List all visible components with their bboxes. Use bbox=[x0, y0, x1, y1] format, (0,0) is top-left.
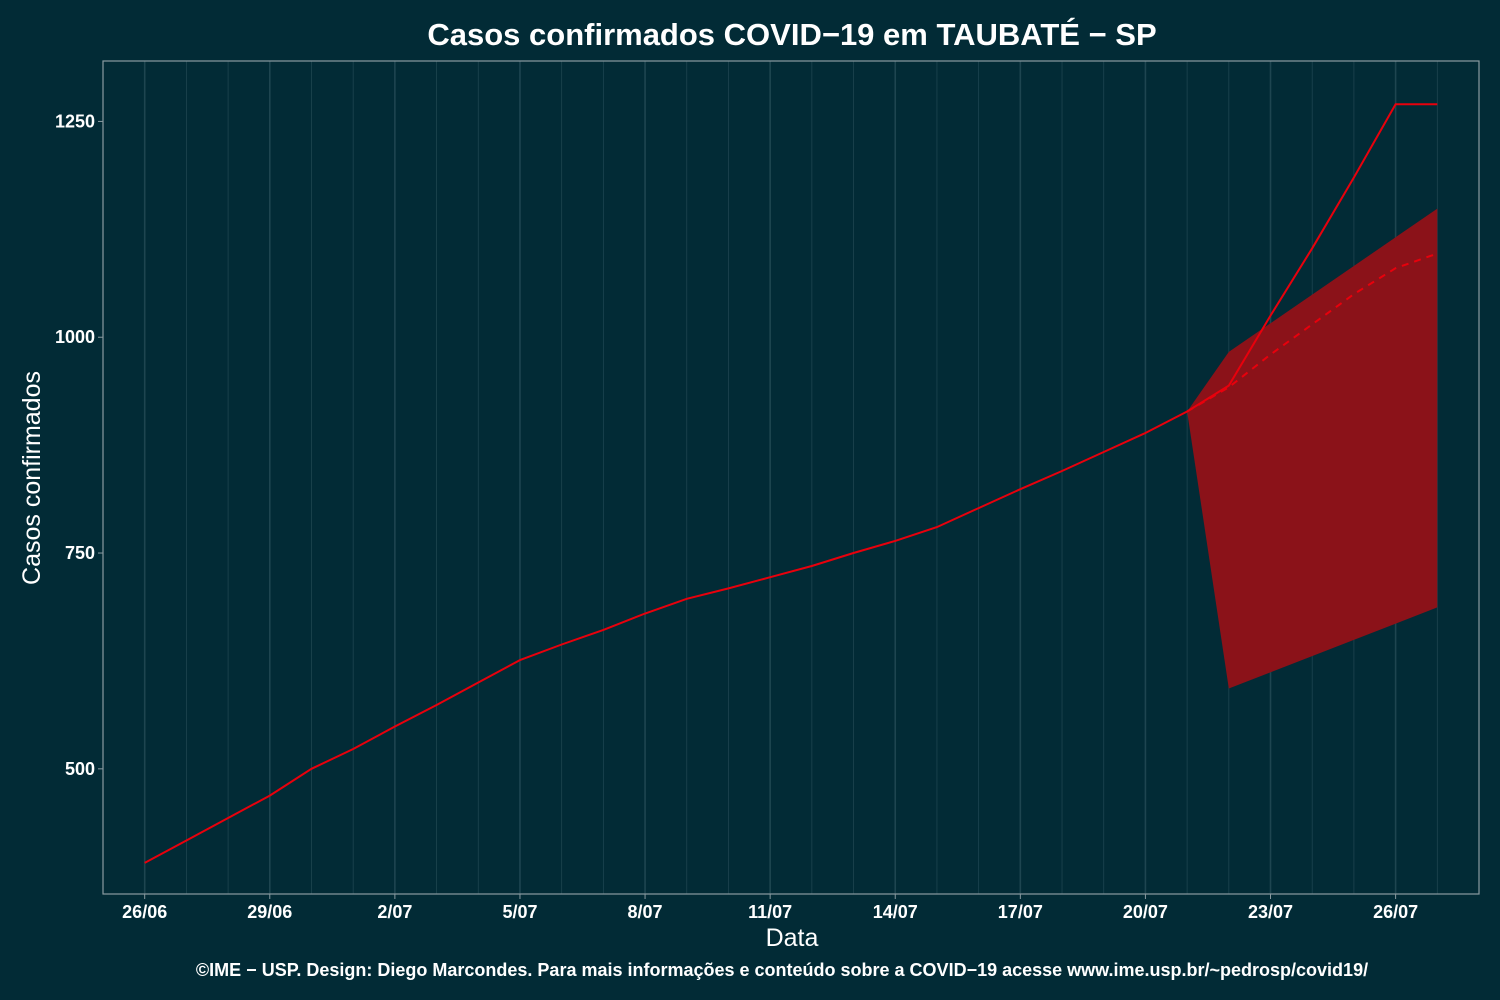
y-tick-label: 1250 bbox=[55, 111, 95, 131]
prediction-band-layer bbox=[1187, 208, 1438, 689]
x-tick-label: 20/07 bbox=[1123, 902, 1168, 922]
plot-frame bbox=[102, 60, 1480, 895]
prediction-band bbox=[1187, 208, 1438, 689]
series-line-solid bbox=[144, 103, 1438, 864]
series-layer bbox=[144, 103, 1438, 864]
x-tick-label: 8/07 bbox=[628, 902, 663, 922]
x-tick-label: 11/07 bbox=[748, 902, 792, 922]
y-tick-label: 750 bbox=[65, 543, 95, 563]
series-line-dashed bbox=[1186, 252, 1438, 413]
y-tick-label: 1000 bbox=[55, 327, 95, 347]
y-tick-label: 500 bbox=[65, 759, 95, 779]
x-axis-ticks: 26/06 29/06 2/07 5/07 8/07 11/07 14/07 17/07 20/… bbox=[122, 894, 1418, 922]
chart-caption: ©IME − USP. Design: Diego Marcondes. Par… bbox=[196, 960, 1368, 980]
x-tick-label: 26/06 bbox=[122, 902, 167, 922]
chart-title: Casos confirmados COVID−19 em TAUBATÉ − … bbox=[427, 17, 1156, 52]
y-axis-title: Casos confirmados bbox=[18, 371, 46, 585]
x-axis-title: Data bbox=[766, 924, 819, 952]
x-tick-label: 5/07 bbox=[502, 902, 537, 922]
x-tick-label: 14/07 bbox=[873, 902, 918, 922]
x-tick-label: 29/06 bbox=[247, 902, 292, 922]
y-axis-ticks: 500 750 1000 1250 bbox=[55, 111, 103, 779]
x-tick-label: 26/07 bbox=[1373, 902, 1418, 922]
x-tick-label: 17/07 bbox=[998, 902, 1043, 922]
x-tick-label: 23/07 bbox=[1248, 902, 1293, 922]
x-tick-label: 2/07 bbox=[377, 902, 412, 922]
